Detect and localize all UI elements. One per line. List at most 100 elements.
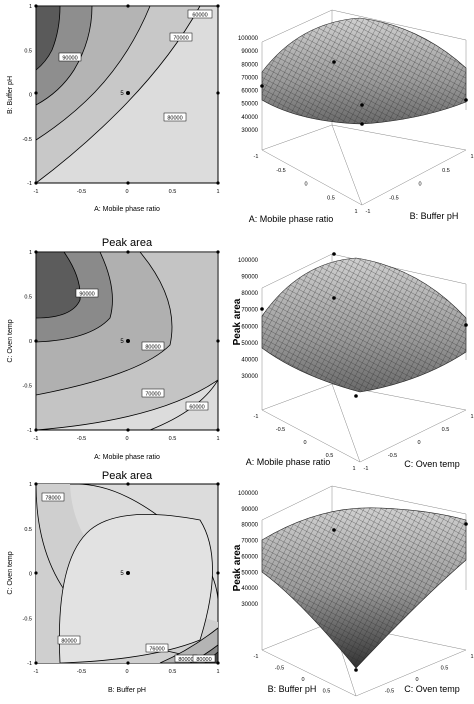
tick-label: 0 (29, 93, 32, 99)
tick-label: 0 (125, 189, 128, 195)
z-axis-title: Peak area (232, 298, 243, 345)
x-axis-title: A: Mobile phase ratio (94, 454, 160, 461)
tick-label: -0.5 (276, 427, 285, 433)
tick-label: 70000 (241, 75, 258, 81)
tick-label: 0.5 (169, 436, 177, 442)
tick-label: -1 (27, 428, 32, 434)
tick-label: 60000 (241, 89, 258, 95)
surface-panel-2: 30000 40000 50000 60000 70000 80000 90000 10000… (232, 252, 474, 472)
tick-label: -1 (34, 436, 39, 442)
tick-label: 80000 (241, 62, 258, 68)
tick-label: 0 (417, 440, 420, 446)
chart-title: Peak area (102, 237, 153, 249)
chart-title: Peak area (102, 470, 153, 482)
tick-label: 100000 (238, 491, 259, 497)
contour-label: 80000 (196, 657, 211, 663)
x-axis-title: A: Mobile phase ratio (94, 206, 160, 213)
x-axis-title: A: Mobile phase ratio (246, 457, 331, 467)
tick-label: -1 (34, 669, 39, 675)
tick-label: 1 (216, 436, 219, 442)
tick-label: -1 (27, 661, 32, 667)
tick-label: 1 (470, 414, 473, 420)
tick-label: 70000 (241, 539, 258, 545)
tick-label: -1 (366, 209, 371, 215)
x-tick-labels-5: -1 -0.5 0 0.5 1 (34, 669, 220, 675)
tick-label: 0.5 (24, 527, 32, 533)
tick-label: 50000 (241, 341, 258, 347)
contour-label: 80000 (61, 639, 76, 645)
contour-label: 76000 (149, 647, 164, 653)
x-axis-title: B: Buffer pH (268, 684, 317, 694)
y-axis-title: C: Oven temp (404, 684, 460, 694)
y-axis-title: C: Oven temp (7, 319, 14, 362)
center-point (126, 339, 130, 343)
y-tick-labels-1: -1 -0.5 0 0.5 1 (23, 4, 32, 187)
y-tick-labels-5: -1 -0.5 0 0.5 1 (23, 482, 32, 667)
tick-label: 60000 (241, 324, 258, 330)
tick-label: -0.5 (385, 689, 394, 695)
tick-label: 70000 (241, 308, 258, 314)
tick-label: -0.5 (77, 189, 86, 195)
tick-label: 1 (216, 669, 219, 675)
tick-label: 0 (29, 339, 32, 345)
tick-label: -0.5 (276, 168, 285, 174)
x-axis-title: A: Mobile phase ratio (249, 214, 334, 224)
y-axis-title: B: Buffer pH (7, 76, 14, 114)
tick-label: 0.5 (442, 427, 450, 433)
tick-label: 0.5 (326, 453, 334, 459)
tick-label: 100000 (238, 36, 259, 42)
tick-label: 40000 (241, 586, 258, 592)
tick-label: -0.5 (275, 666, 284, 672)
y-tick-labels-2: -1 -0.5 0 0.5 1 (366, 154, 474, 215)
tick-label: 80000 (241, 523, 258, 529)
tick-label: 1 (354, 209, 357, 215)
tick-label: 0.5 (169, 669, 177, 675)
y-tick-labels-4: -1 -0.5 0 0.5 1 (364, 414, 474, 472)
tick-label: 30000 (241, 128, 258, 134)
tick-label: -1 (254, 414, 259, 420)
tick-label: 1 (470, 154, 473, 160)
contour-label: 80000 (167, 116, 182, 122)
contour-label: 60000 (189, 405, 204, 411)
tick-label: 0 (29, 572, 32, 578)
contour-panel-1: 60000 70000 90000 80000 5 -1 -0.5 0 0.5 1 -1… (7, 4, 220, 213)
x-tick-labels-3: -1 -0.5 0 0.5 1 (34, 436, 220, 442)
surface-panel-1: 30000 40000 50000 60000 70000 80000 90000 10000… (238, 9, 474, 224)
contour-label: 80000 (145, 345, 160, 351)
y-tick-labels-3: -1 -0.5 0 0.5 1 (23, 250, 32, 434)
contour-panel-3: Peak area 78000 80000 76000 80000 80000 … (7, 470, 220, 694)
contour-label: 90000 (79, 292, 94, 298)
tick-label: 0 (125, 436, 128, 442)
corner-markers (34, 482, 220, 665)
tick-label: 0.5 (169, 189, 177, 195)
tick-label: -0.5 (23, 137, 32, 143)
tick-label: 0 (303, 440, 306, 446)
z-tick-labels-2: 30000 40000 50000 60000 70000 80000 90000 10000… (238, 258, 259, 380)
tick-label: 0.5 (442, 168, 450, 174)
tick-label: 1 (470, 654, 473, 660)
tick-label: -1 (364, 466, 369, 472)
contour-labels-1: 60000 70000 90000 80000 (58, 9, 213, 122)
tick-label: 1 (29, 4, 32, 10)
tick-label: -0.5 (77, 436, 86, 442)
contour-panel-2: Peak area 90000 80000 70000 60000 5 -1 -0… (7, 237, 220, 461)
tick-label: 30000 (241, 602, 258, 608)
y-axis-title: C: Oven temp (404, 459, 460, 469)
corner-markers (34, 250, 220, 432)
tick-label: 0.5 (24, 48, 32, 54)
x-axis-title: B: Buffer pH (108, 687, 146, 694)
tick-label: 40000 (241, 357, 258, 363)
tick-label: 0 (418, 182, 421, 188)
tick-label: 90000 (241, 507, 258, 513)
center-point (126, 571, 130, 575)
surface-panel-3: 30000 40000 50000 60000 70000 80000 90000 10000… (232, 485, 474, 704)
x-tick-labels-4: -1 -0.5 0 0.5 1 (254, 414, 356, 472)
x-tick-labels-1: -1 -0.5 0 0.5 1 (34, 189, 220, 195)
tick-label: 80000 (241, 291, 258, 297)
contour-label: 78000 (45, 496, 60, 502)
z-tick-labels-3: 30000 40000 50000 60000 70000 80000 90000 10000… (238, 491, 259, 608)
tick-label: 0.5 (327, 195, 335, 201)
contour-label: 60000 (192, 13, 207, 19)
tick-label: -1 (254, 154, 259, 160)
tick-label: 0.5 (24, 295, 32, 301)
